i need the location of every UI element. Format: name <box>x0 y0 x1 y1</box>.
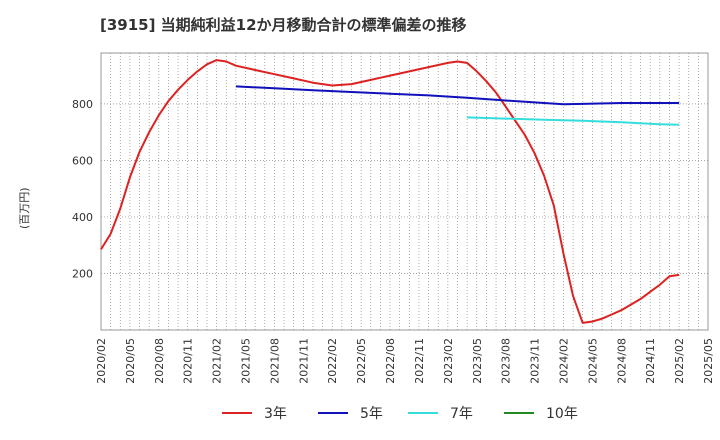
x-tick-label: 2022/11 <box>413 338 426 384</box>
x-axis-ticks: 2020/02 2020/05 2020/08 2020/11 2021/02 2021/… <box>95 338 715 384</box>
x-tick-label: 2022/05 <box>355 338 368 384</box>
x-tick-label: 2020/11 <box>182 338 195 384</box>
x-tick-label: 2023/08 <box>500 338 513 384</box>
legend: 3年 5年 7年 10年 <box>222 406 578 422</box>
plot-area <box>100 52 709 331</box>
x-tick-label: 2020/02 <box>95 338 108 384</box>
x-tick-label: 2025/02 <box>673 338 686 384</box>
series-line-5年 <box>235 85 680 106</box>
x-tick-label: 2024/11 <box>644 338 657 384</box>
y-tick-label: 800 <box>72 98 93 111</box>
series-lines <box>100 59 680 324</box>
chart-title: [3915] 当期純利益12か月移動合計の標準偏差の推移 <box>100 16 467 34</box>
x-tick-label: 2021/02 <box>211 338 224 384</box>
y-tick-label: 200 <box>72 267 93 280</box>
x-tick-label: 2020/05 <box>124 338 137 384</box>
y-tick-label: 600 <box>72 154 93 167</box>
legend-label: 7年 <box>450 406 473 422</box>
x-tick-label: 2021/11 <box>297 338 310 384</box>
y-axis-ticks: 200 400 600 800 <box>72 98 93 281</box>
series-line-7年 <box>467 116 680 126</box>
series-line-3年 <box>100 59 680 324</box>
legend-label: 10年 <box>546 406 578 422</box>
x-tick-label: 2024/02 <box>557 338 570 384</box>
gridlines <box>101 53 708 330</box>
x-tick-label: 2022/08 <box>384 338 397 384</box>
x-tick-label: 2021/05 <box>240 338 253 384</box>
x-tick-label: 2024/08 <box>615 338 628 384</box>
x-tick-label: 2023/02 <box>442 338 455 384</box>
x-tick-label: 2023/05 <box>471 338 484 384</box>
x-tick-label: 2020/08 <box>153 338 166 384</box>
y-tick-label: 400 <box>72 211 93 224</box>
x-tick-label: 2021/08 <box>268 338 281 384</box>
x-tick-label: 2025/05 <box>702 338 715 384</box>
x-tick-label: 2024/05 <box>586 338 599 384</box>
legend-label: 3年 <box>264 406 287 422</box>
x-tick-label: 2023/11 <box>529 338 542 384</box>
legend-label: 5年 <box>360 406 383 422</box>
x-tick-label: 2022/02 <box>326 338 339 384</box>
